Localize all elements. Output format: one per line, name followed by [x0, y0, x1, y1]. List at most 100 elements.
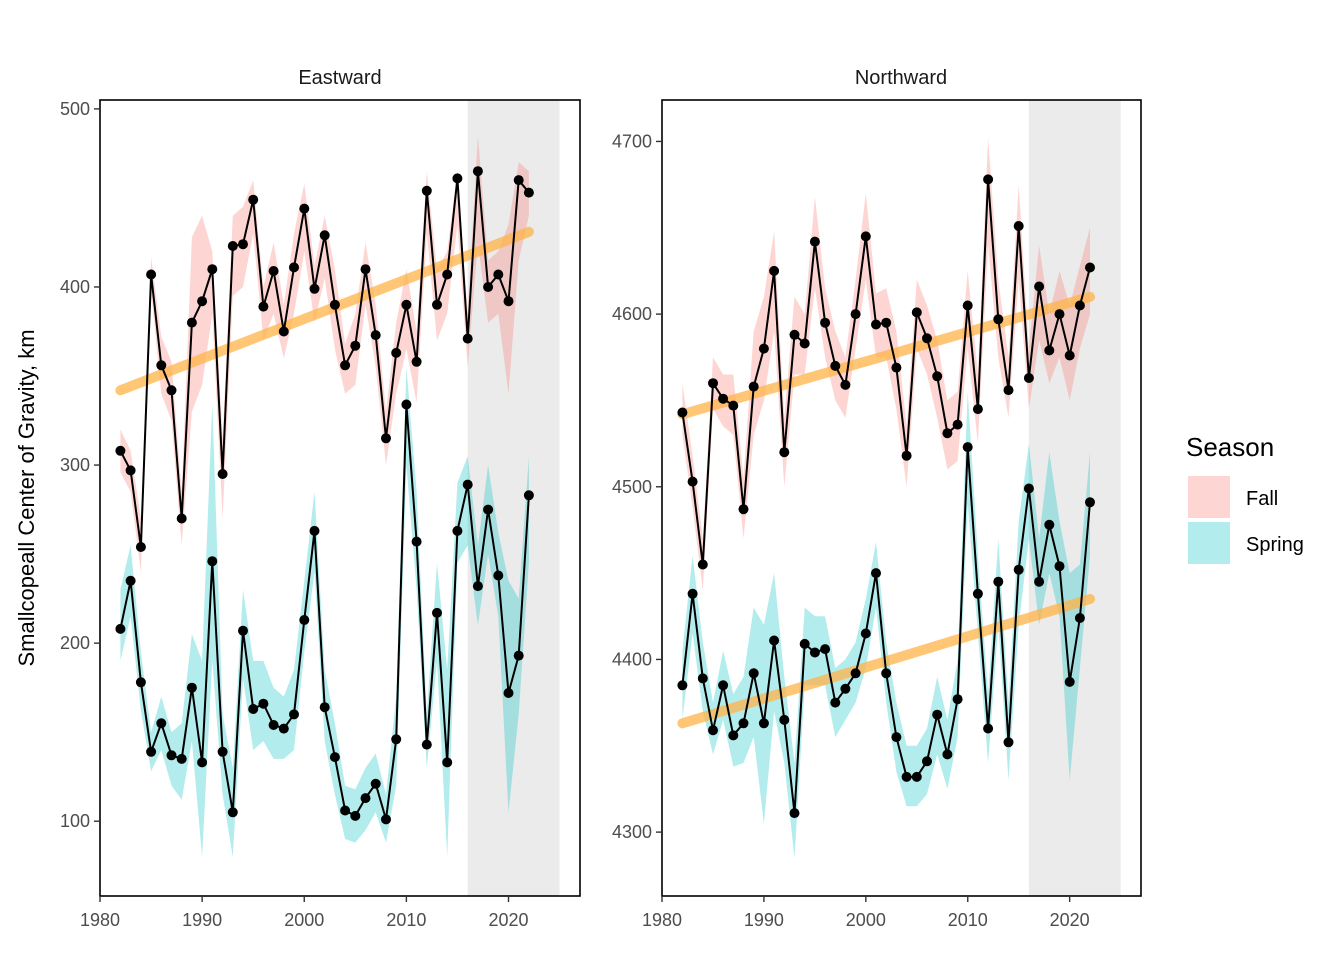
data-point-spring-northward [1054, 561, 1065, 572]
data-point-fall-eastward [340, 360, 351, 371]
data-point-spring-northward [718, 680, 729, 691]
data-point-fall-northward [809, 236, 820, 247]
data-point-fall-northward [1003, 385, 1014, 396]
data-point-spring-northward [932, 709, 943, 720]
data-point-fall-northward [993, 314, 1004, 325]
data-point-spring-northward [1044, 519, 1055, 530]
data-point-fall-northward [799, 338, 810, 349]
data-point-fall-eastward [401, 299, 412, 310]
data-point-fall-northward [983, 174, 994, 185]
data-point-fall-eastward [493, 269, 504, 280]
data-point-spring-eastward [166, 750, 177, 761]
data-point-fall-eastward [115, 445, 126, 456]
data-point-fall-eastward [166, 385, 177, 396]
data-point-spring-eastward [207, 556, 218, 567]
data-point-fall-eastward [125, 465, 136, 476]
data-point-fall-northward [1054, 309, 1065, 320]
data-point-spring-northward [1023, 483, 1034, 494]
data-point-fall-eastward [472, 166, 483, 177]
plot-area-northward [677, 100, 1121, 896]
data-point-spring-northward [758, 718, 769, 729]
panel-northward: 1980 1990 2000 2010 2020 4300 4400 4500 4600 4700 [612, 99, 1142, 930]
x-tick-label: 1980 [642, 910, 682, 930]
x-tick-label: 2010 [386, 910, 426, 930]
data-point-fall-northward [952, 419, 963, 430]
data-point-spring-eastward [493, 570, 504, 581]
data-point-fall-northward [830, 360, 841, 371]
data-point-fall-eastward [513, 175, 524, 186]
data-point-fall-northward [962, 300, 973, 311]
panel-title-northward: Northward [855, 67, 947, 89]
data-point-spring-northward [860, 628, 871, 639]
data-point-fall-eastward [421, 185, 432, 196]
data-point-fall-eastward [135, 542, 146, 552]
data-point-fall-northward [850, 309, 861, 320]
data-point-fall-northward [1023, 373, 1034, 383]
data-point-fall-northward [1074, 300, 1085, 311]
y-tick-label: 4600 [612, 304, 652, 324]
legend-label-fall: Fall [1246, 488, 1278, 510]
y-tick-label: 500 [60, 99, 90, 119]
data-point-fall-northward [840, 379, 851, 390]
data-point-spring-eastward [411, 536, 422, 547]
data-point-spring-eastward [125, 575, 136, 586]
data-point-spring-eastward [248, 704, 259, 714]
data-point-spring-northward [1003, 737, 1014, 748]
data-point-fall-eastward [503, 296, 514, 307]
data-point-spring-eastward [197, 757, 208, 768]
data-point-spring-northward [891, 732, 902, 743]
data-point-spring-northward [820, 644, 831, 655]
x-tick-label: 2000 [284, 910, 324, 930]
data-point-spring-northward [952, 694, 963, 705]
data-point-fall-northward [769, 265, 780, 276]
data-point-fall-northward [881, 317, 892, 328]
data-point-fall-eastward [391, 347, 402, 358]
data-point-fall-northward [942, 428, 953, 439]
data-point-fall-eastward [238, 239, 248, 250]
data-point-fall-eastward [462, 333, 473, 344]
data-point-fall-eastward [319, 230, 330, 241]
data-point-fall-eastward [227, 241, 238, 251]
data-point-spring-northward [697, 673, 708, 684]
data-point-spring-northward [901, 771, 912, 782]
data-point-spring-eastward [217, 746, 228, 757]
y-tick-label: 300 [60, 455, 90, 475]
data-point-fall-eastward [452, 173, 463, 184]
data-point-spring-northward [850, 668, 861, 679]
data-point-spring-eastward [503, 688, 514, 698]
plot-area-eastward [115, 100, 560, 896]
data-point-spring-northward [1085, 497, 1095, 508]
data-point-fall-eastward [411, 356, 422, 367]
data-point-spring-eastward [299, 615, 310, 625]
data-point-fall-northward [779, 447, 790, 458]
data-point-fall-eastward [258, 301, 269, 312]
data-point-fall-eastward [248, 194, 259, 205]
data-point-fall-northward [922, 333, 932, 344]
data-point-spring-eastward [135, 677, 146, 688]
data-point-fall-northward [901, 450, 912, 461]
panel-eastward: 1980 1990 2000 2010 2020 100 200 300 400 500 [60, 99, 581, 930]
data-point-spring-eastward [227, 807, 238, 818]
data-point-spring-eastward [523, 490, 534, 501]
data-point-spring-northward [779, 714, 790, 725]
data-point-spring-eastward [350, 810, 361, 821]
data-point-spring-eastward [442, 757, 453, 768]
data-point-spring-eastward [401, 399, 412, 410]
data-point-fall-eastward [278, 326, 289, 337]
data-point-fall-eastward [350, 340, 361, 351]
panel-border-northward [661, 99, 1142, 897]
data-point-spring-eastward [186, 682, 197, 693]
data-point-fall-northward [748, 381, 759, 392]
x-tick-label: 1990 [744, 910, 784, 930]
data-point-fall-northward [972, 404, 983, 415]
data-point-spring-northward [881, 668, 892, 679]
y-tick-label: 4300 [612, 822, 652, 842]
data-point-spring-northward [983, 723, 994, 734]
data-point-spring-eastward [340, 805, 351, 816]
data-point-fall-northward [891, 362, 902, 373]
data-point-fall-northward [1034, 281, 1045, 292]
y-tick-label: 400 [60, 277, 90, 297]
data-point-fall-northward [728, 400, 739, 411]
data-point-spring-northward [687, 588, 698, 599]
